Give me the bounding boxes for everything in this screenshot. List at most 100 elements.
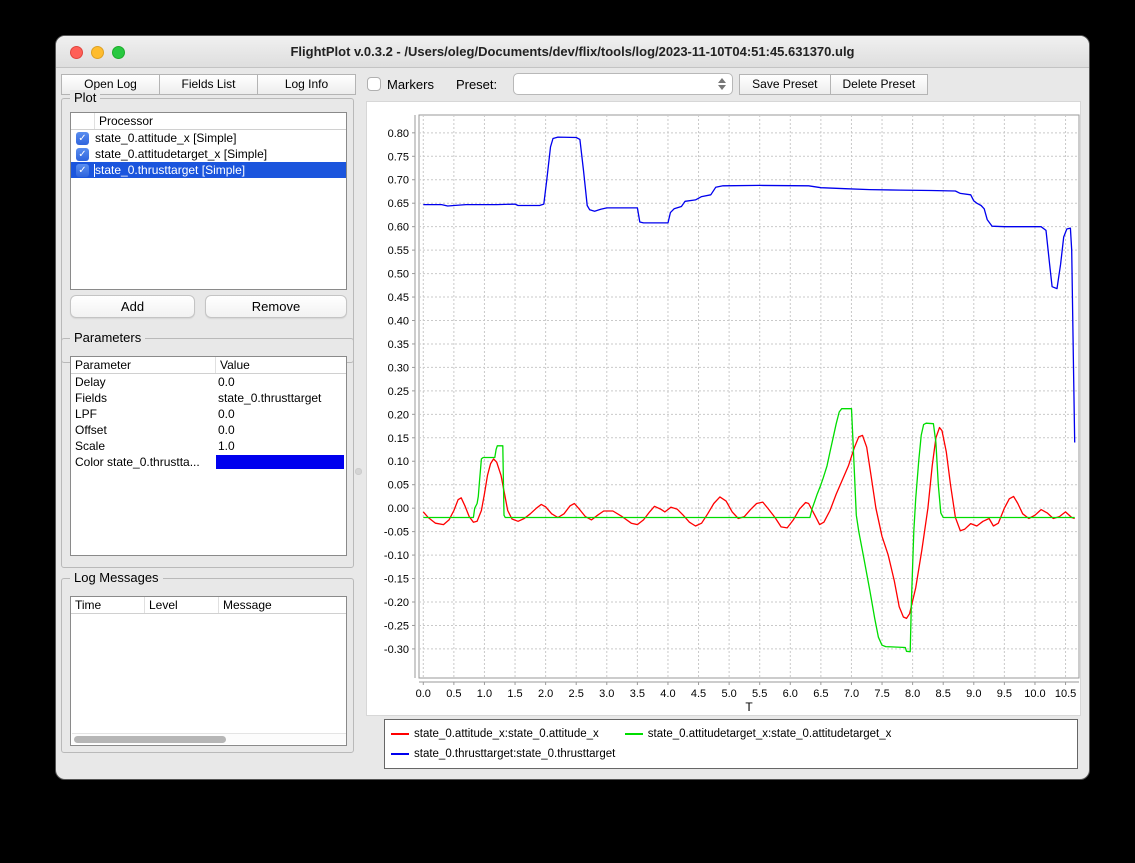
svg-text:4.0: 4.0 (660, 688, 675, 700)
fields-list-button[interactable]: Fields List (159, 74, 258, 95)
checkbox-checked-icon[interactable]: ✓ (76, 164, 89, 177)
preset-label: Preset: (456, 77, 497, 92)
parameter-row[interactable]: LPF 0.0 (71, 406, 346, 422)
parameter-value: 0.0 (216, 407, 346, 421)
svg-text:5.5: 5.5 (752, 688, 767, 700)
parameter-name: Fields (71, 391, 216, 405)
svg-text:9.0: 9.0 (966, 688, 981, 700)
markers-label: Markers (387, 77, 434, 92)
parameter-name: Delay (71, 375, 216, 389)
svg-text:0.35: 0.35 (388, 339, 409, 351)
svg-text:9.5: 9.5 (997, 688, 1012, 700)
parameter-value: 0.0 (216, 423, 346, 437)
svg-text:0.15: 0.15 (388, 433, 409, 445)
svg-text:3.5: 3.5 (630, 688, 645, 700)
plot-canvas[interactable]: -0.30-0.25-0.20-0.15-0.10-0.050.000.050.… (366, 101, 1081, 716)
plot-list-row[interactable]: ✓ state_0.thrusttarget [Simple] (71, 162, 346, 178)
svg-text:3.0: 3.0 (599, 688, 614, 700)
zoom-button[interactable] (112, 46, 125, 59)
legend-label: state_0.thrusttarget:state_0.thrusttarge… (414, 748, 615, 760)
window-title: FlightPlot v.0.3.2 - /Users/oleg/Documen… (290, 44, 854, 59)
svg-text:-0.05: -0.05 (384, 527, 409, 539)
remove-button[interactable]: Remove (205, 295, 347, 318)
svg-text:0.10: 0.10 (388, 456, 409, 468)
parameter-row[interactable]: Delay 0.0 (71, 374, 346, 390)
svg-text:-0.25: -0.25 (384, 620, 409, 632)
preset-combobox[interactable] (513, 73, 733, 95)
plot-group-title: Plot (70, 90, 100, 105)
log-messages-group-title: Log Messages (70, 570, 163, 585)
markers-checkbox[interactable] (367, 77, 381, 91)
legend-item: state_0.attitude_x:state_0.attitude_x (391, 728, 599, 740)
svg-text:0.70: 0.70 (388, 175, 409, 187)
parameters-table: Parameter Value Delay 0.0 Fields state_0… (70, 356, 347, 556)
parameter-row[interactable]: Offset 0.0 (71, 422, 346, 438)
legend-line-swatch (391, 733, 409, 735)
close-button[interactable] (70, 46, 83, 59)
parameter-row[interactable]: Scale 1.0 (71, 438, 346, 454)
plot-series-label: state_0.attitude_x [Simple] (95, 131, 236, 145)
title-bar: FlightPlot v.0.3.2 - /Users/oleg/Documen… (56, 36, 1089, 68)
plot-group: Plot Processor ✓ state_0.attitude_x [Sim… (61, 98, 354, 363)
svg-text:1.5: 1.5 (507, 688, 522, 700)
svg-text:0.30: 0.30 (388, 362, 409, 374)
svg-text:-0.10: -0.10 (384, 550, 409, 562)
svg-text:0.25: 0.25 (388, 386, 409, 398)
parameters-header-parameter: Parameter (71, 357, 216, 373)
toolbar: Open Log Fields List Log Info Markers Pr… (56, 69, 1089, 99)
checkbox-checked-icon[interactable]: ✓ (76, 148, 89, 161)
svg-text:T: T (745, 700, 753, 714)
save-preset-button[interactable]: Save Preset (739, 74, 830, 95)
svg-text:0.60: 0.60 (388, 222, 409, 234)
parameters-group-title: Parameters (70, 330, 145, 345)
legend-line-swatch (391, 753, 409, 755)
plot-series-list: Processor ✓ state_0.attitude_x [Simple] … (70, 112, 347, 290)
svg-text:0.5: 0.5 (446, 688, 461, 700)
svg-text:10.5: 10.5 (1055, 688, 1076, 700)
logmsg-header-level: Level (145, 597, 219, 613)
log-info-button[interactable]: Log Info (257, 74, 356, 95)
plot-series-label: state_0.thrusttarget [Simple] (95, 163, 245, 177)
legend-item: state_0.thrusttarget:state_0.thrusttarge… (391, 748, 615, 760)
svg-text:-0.20: -0.20 (384, 597, 409, 609)
parameter-row[interactable]: Fields state_0.thrusttarget (71, 390, 346, 406)
legend-line-swatch (625, 733, 643, 735)
chart-panel: -0.30-0.25-0.20-0.15-0.10-0.050.000.050.… (363, 98, 1085, 774)
horizontal-scrollbar[interactable] (72, 733, 347, 744)
legend-item: state_0.attitudetarget_x:state_0.attitud… (625, 728, 892, 740)
plot-list-row[interactable]: ✓ state_0.attitudetarget_x [Simple] (71, 146, 346, 162)
chart-legend: state_0.attitude_x:state_0.attitude_x st… (384, 719, 1078, 769)
svg-text:0.40: 0.40 (388, 315, 409, 327)
svg-text:0.20: 0.20 (388, 409, 409, 421)
svg-text:4.5: 4.5 (691, 688, 706, 700)
color-swatch[interactable] (216, 455, 344, 469)
parameter-row[interactable]: Color state_0.thrustta... (71, 454, 346, 470)
svg-text:1.0: 1.0 (477, 688, 492, 700)
svg-text:0.80: 0.80 (388, 128, 409, 140)
delete-preset-button[interactable]: Delete Preset (830, 74, 929, 95)
svg-text:7.0: 7.0 (844, 688, 859, 700)
log-messages-group: Log Messages Time Level Message (61, 578, 354, 753)
parameter-name: Color state_0.thrustta... (71, 455, 216, 469)
svg-text:0.0: 0.0 (416, 688, 431, 700)
flight-data-chart: -0.30-0.25-0.20-0.15-0.10-0.050.000.050.… (367, 102, 1082, 717)
svg-text:0.55: 0.55 (388, 245, 409, 257)
log-messages-table: Time Level Message (70, 596, 347, 746)
splitter-handle[interactable] (355, 468, 362, 475)
svg-text:2.0: 2.0 (538, 688, 553, 700)
scrollbar-thumb[interactable] (74, 736, 226, 743)
svg-text:-0.15: -0.15 (384, 574, 409, 586)
combobox-stepper-icon[interactable] (715, 76, 729, 92)
legend-label: state_0.attitude_x:state_0.attitude_x (414, 728, 599, 740)
parameter-value: 1.0 (216, 439, 346, 453)
svg-text:8.0: 8.0 (905, 688, 920, 700)
checkbox-checked-icon[interactable]: ✓ (76, 132, 89, 145)
parameters-header-value: Value (216, 357, 346, 373)
minimize-button[interactable] (91, 46, 104, 59)
add-button[interactable]: Add (70, 295, 195, 318)
svg-text:0.05: 0.05 (388, 480, 409, 492)
plot-list-header-processor: Processor (95, 113, 346, 129)
plot-list-row[interactable]: ✓ state_0.attitude_x [Simple] (71, 130, 346, 146)
app-window: FlightPlot v.0.3.2 - /Users/oleg/Documen… (55, 35, 1090, 780)
svg-text:0.00: 0.00 (388, 503, 409, 515)
